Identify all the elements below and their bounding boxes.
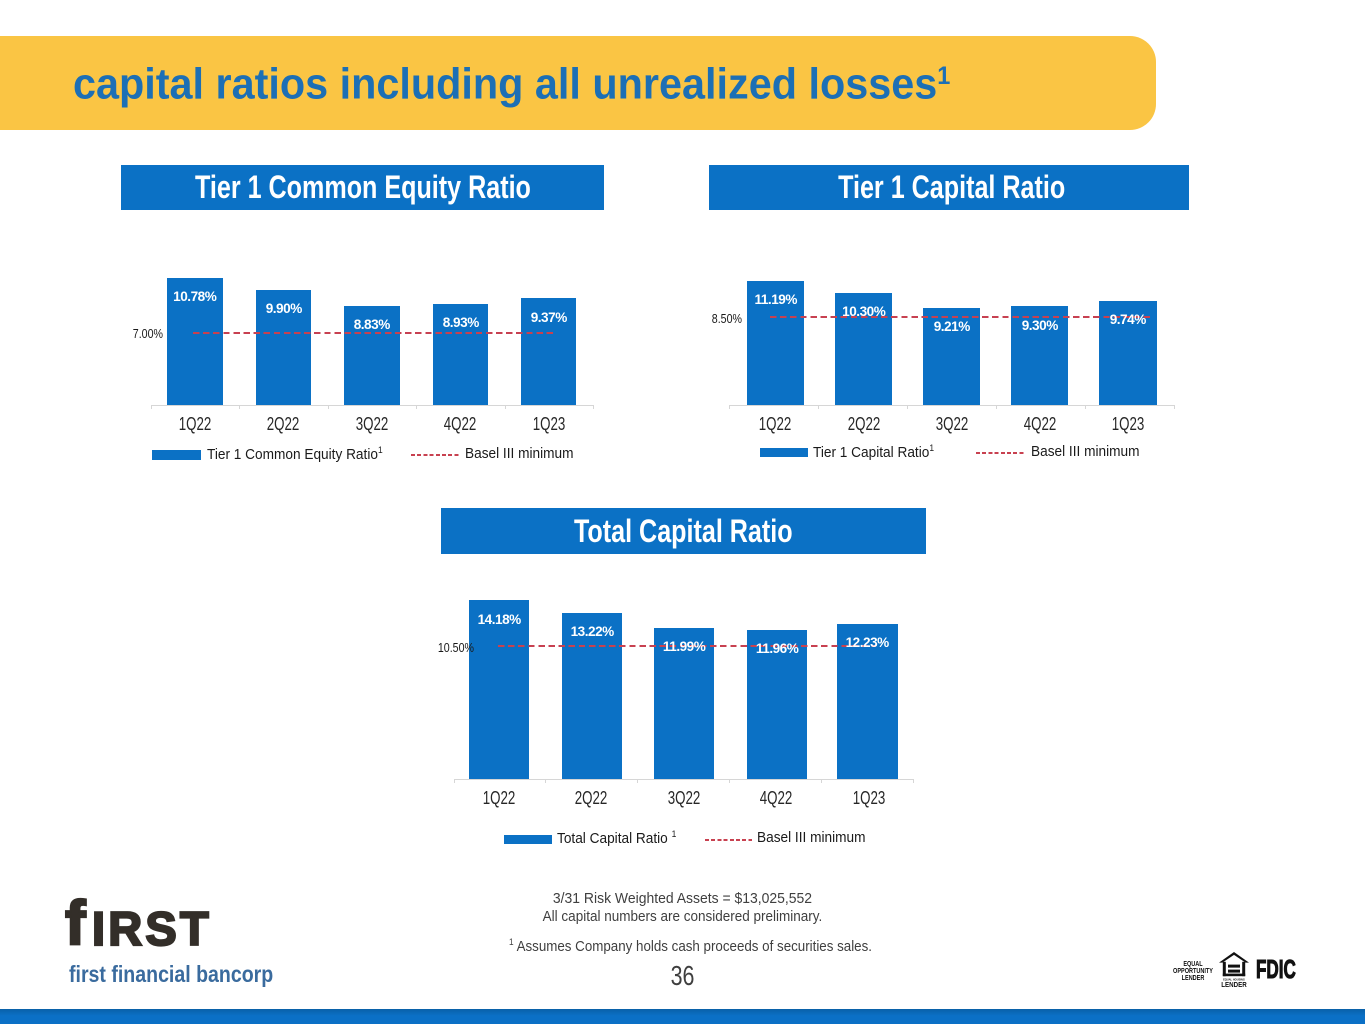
svg-text:LENDER: LENDER (1221, 982, 1247, 988)
svg-text:EQUAL HOUSING: EQUAL HOUSING (1223, 977, 1245, 981)
